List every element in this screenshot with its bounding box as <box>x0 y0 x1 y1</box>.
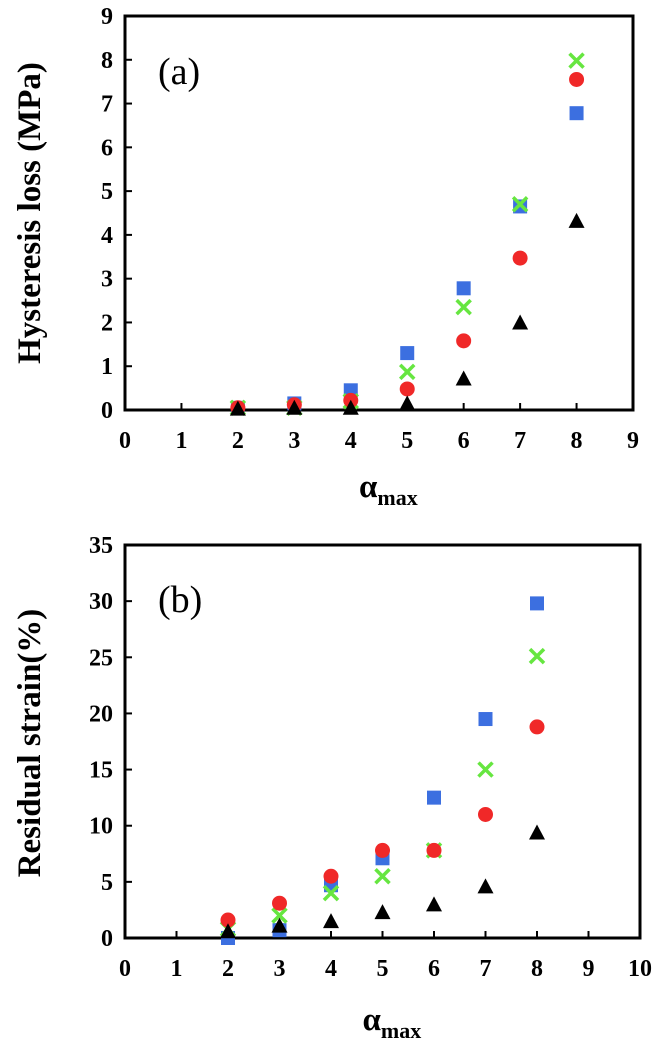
data-point-cross <box>477 761 494 778</box>
x-tick-label: 8 <box>571 428 583 454</box>
x-tick-label: 0 <box>119 428 131 454</box>
data-point-triangle <box>342 399 359 415</box>
data-point-circle <box>426 842 442 858</box>
data-point-triangle <box>229 400 246 416</box>
x-axis-label: αmax <box>359 469 418 510</box>
data-point-circle <box>569 71 585 87</box>
data-point-triangle <box>323 913 339 929</box>
data-point-cross <box>374 868 391 885</box>
x-tick-label: 1 <box>171 956 183 982</box>
y-tick-label: 3 <box>101 267 113 293</box>
y-tick-label: 0 <box>101 398 113 424</box>
y-tick-label: 1 <box>101 354 113 380</box>
data-point-triangle <box>477 878 494 894</box>
x-tick-label: 9 <box>583 956 595 982</box>
y-tick-label: 25 <box>89 645 113 671</box>
data-point-triangle <box>399 395 416 411</box>
y-tick-label: 2 <box>101 310 113 336</box>
y-tick-label: 0 <box>101 926 113 952</box>
y-tick-label: 6 <box>101 135 113 161</box>
y-tick-label: 10 <box>89 814 113 840</box>
data-point-square <box>427 790 441 805</box>
chart-panel-a: 0 1 2 3 4 5 6 7 8 9 0 1 2 3 4 5 6 7 8 9 (a) Hysteresis loss (… <box>12 4 639 510</box>
x-tick-label: 9 <box>627 428 639 454</box>
x-tick-label: 8 <box>531 956 543 982</box>
y-tick-label: 20 <box>89 701 113 727</box>
panel-label: (b) <box>158 579 202 621</box>
data-point-square <box>478 712 493 727</box>
data-point-circle <box>529 719 545 735</box>
y-tick-label: 5 <box>101 870 113 896</box>
y-tick-label: 5 <box>101 179 113 205</box>
chart-panel-b: 0 5 10 15 20 25 30 35 0 1 2 3 4 5 6 7 8 9 10 (b) Residual st… <box>12 533 652 1043</box>
data-point-triangle <box>455 370 472 386</box>
x-tick-label: 2 <box>232 428 244 454</box>
x-tick-label: 5 <box>377 956 389 982</box>
data-point-cross <box>322 884 340 902</box>
x-tick-label: 7 <box>480 956 492 982</box>
data-point-circle <box>512 250 528 266</box>
data-point-cross <box>528 647 546 665</box>
panel-label: (a) <box>158 51 200 93</box>
x-tick-label: 7 <box>514 428 526 454</box>
y-tick-label: 35 <box>89 533 113 559</box>
x-tick-label: 5 <box>401 428 413 454</box>
y-tick-label: 8 <box>101 48 113 74</box>
data-point-square <box>530 596 544 611</box>
data-point-circle <box>399 381 415 397</box>
data-point-square <box>569 106 584 121</box>
x-axis-label: αmax <box>363 1002 422 1043</box>
data-point-triangle <box>512 314 529 330</box>
x-tick-label: 3 <box>288 428 300 454</box>
data-point-circle <box>272 895 287 911</box>
x-tick-label: 6 <box>458 428 470 454</box>
data-point-triangle <box>220 923 236 939</box>
y-tick-label: 7 <box>101 92 113 118</box>
x-tick-label: 0 <box>119 956 131 982</box>
data-point-cross <box>455 298 472 316</box>
x-tick-label: 4 <box>345 428 357 454</box>
x-tick-label: 10 <box>628 956 652 982</box>
data-point-circle <box>375 842 390 858</box>
data-point-triangle <box>426 896 442 912</box>
x-tick-label: 6 <box>428 956 440 982</box>
x-tick-label: 1 <box>175 428 187 454</box>
data-point-triangle <box>568 212 585 228</box>
data-point-circle <box>456 333 472 349</box>
data-point-cross <box>511 196 529 213</box>
plot-frame <box>123 14 635 412</box>
data-point-triangle <box>374 904 391 920</box>
y-axis-label: Residual strain(%) <box>12 609 48 878</box>
data-point-square <box>400 346 415 361</box>
x-tick-label: 2 <box>222 956 234 982</box>
data-point-circle <box>323 868 339 884</box>
y-axis-label: Hysteresis loss (MPa) <box>12 62 48 364</box>
data-point-circle <box>220 912 236 928</box>
data-point-cross <box>568 52 585 69</box>
data-point-triangle <box>529 824 545 840</box>
data-point-square <box>456 281 471 296</box>
data-point-cross <box>398 363 416 381</box>
y-tick-label: 4 <box>101 223 113 249</box>
x-tick-label: 3 <box>274 956 286 982</box>
y-tick-label: 30 <box>89 589 113 615</box>
y-tick-label: 9 <box>101 4 113 30</box>
data-point-cross <box>271 907 288 924</box>
x-tick-label: 4 <box>325 956 337 982</box>
data-point-circle <box>478 806 493 822</box>
y-tick-label: 15 <box>89 758 113 784</box>
data-point-triangle <box>271 917 288 933</box>
data-point-triangle <box>286 399 303 415</box>
